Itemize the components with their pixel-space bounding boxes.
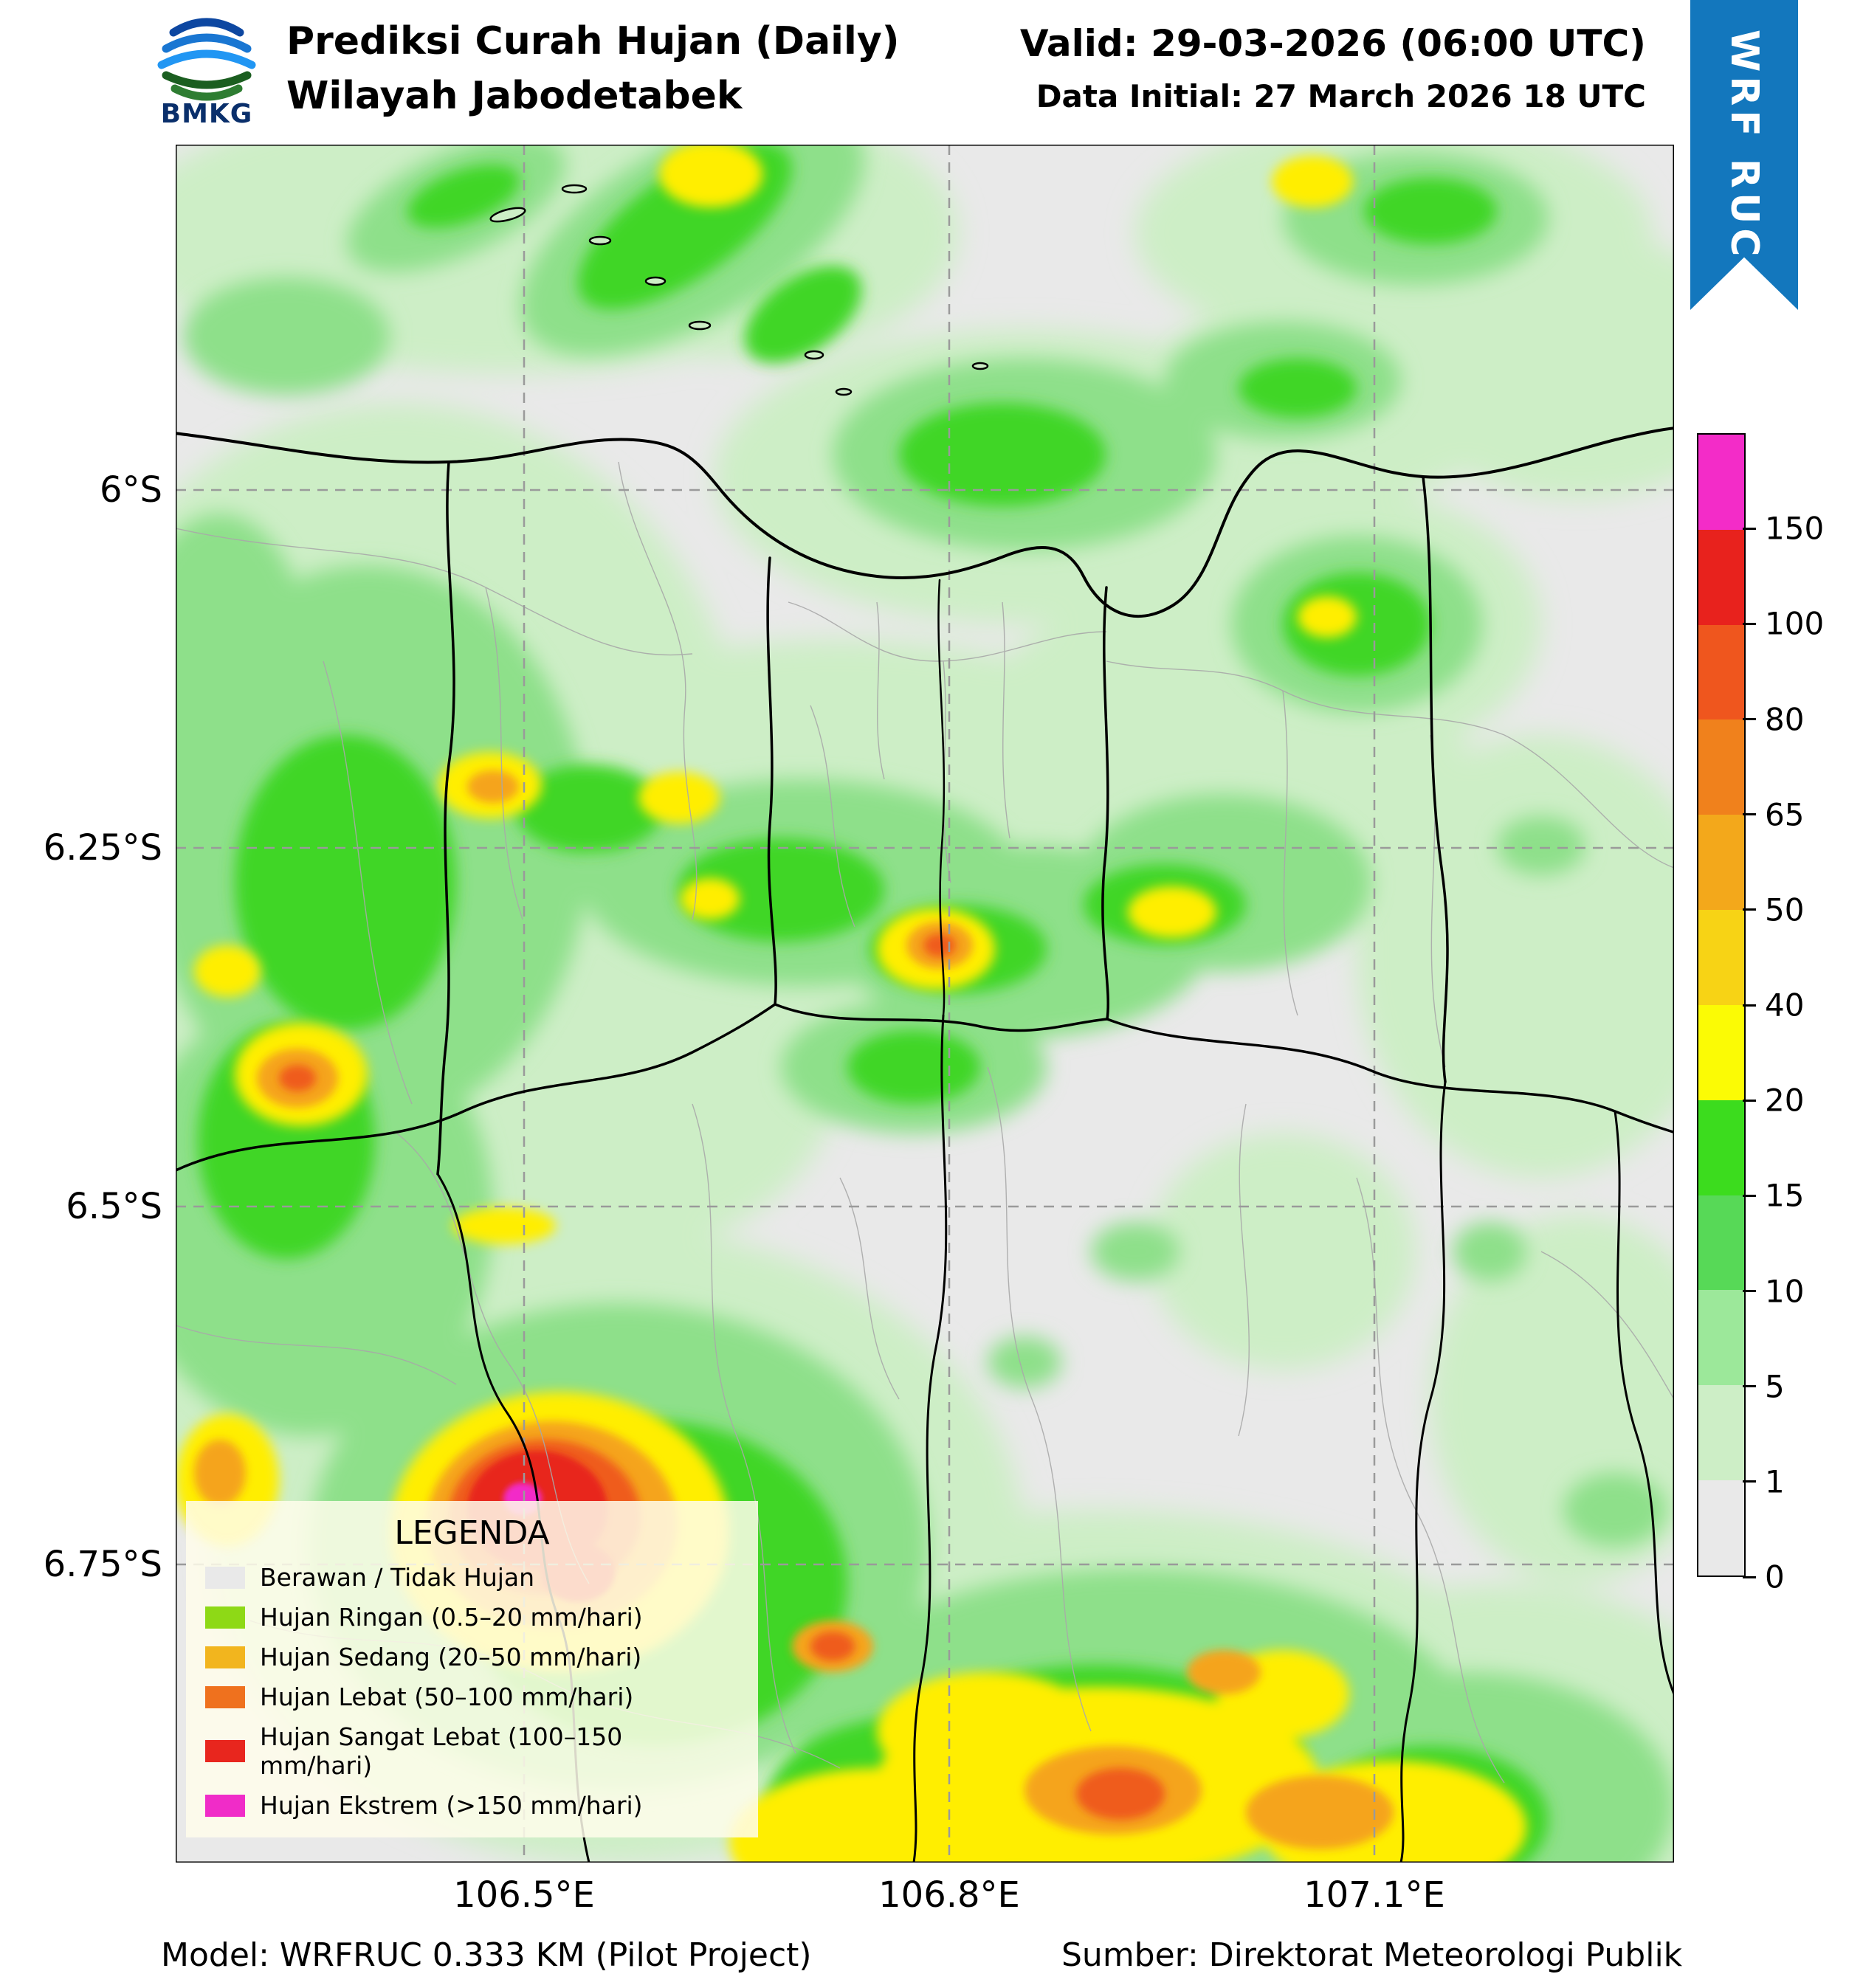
legend-item: Berawan / Tidak Hujan — [205, 1563, 739, 1592]
legend-item: Hujan Ringan (0.5–20 mm/hari) — [205, 1603, 739, 1632]
legend-swatch — [205, 1740, 245, 1762]
colorbar-tick: 65 — [1765, 796, 1805, 833]
colorbar-segment — [1698, 815, 1744, 911]
colorbar-segment — [1698, 910, 1744, 1005]
lon-label: 107.1°E — [1304, 1874, 1445, 1916]
colorbar-segment — [1698, 719, 1744, 815]
colorbar-tick: 80 — [1765, 701, 1805, 737]
data-initial-label: Data Initial: 27 March 2026 18 UTC — [1036, 78, 1646, 114]
page-subtitle: Wilayah Jabodetabek — [286, 74, 743, 118]
model-info: Model: WRFRUC 0.333 KM (Pilot Project) — [161, 1936, 812, 1974]
colorbar: 150 100 80 65 50 40 20 15 10 5 1 0 — [1697, 433, 1824, 1595]
legend-swatch — [205, 1606, 245, 1629]
legend-item: Hujan Ekstrem (>150 mm/hari) — [205, 1791, 739, 1820]
legend-title: LEGENDA — [394, 1514, 550, 1552]
legend-item-label: Berawan / Tidak Hujan — [260, 1563, 535, 1592]
colorbar-tick: 100 — [1765, 605, 1825, 642]
legend-swatch — [205, 1646, 245, 1668]
lat-label: 6.5°S — [66, 1186, 162, 1227]
legend-swatch — [205, 1794, 245, 1817]
colorbar-tick: 15 — [1765, 1177, 1805, 1214]
map-legend: LEGENDA Berawan / Tidak Hujan Hujan Ring… — [186, 1501, 758, 1837]
legend-item-label: Hujan Sangat Lebat (100–150 mm/hari) — [260, 1722, 623, 1780]
ribbon-label: WRF RUC — [1722, 30, 1766, 261]
colorbar-segment — [1698, 1004, 1744, 1100]
legend-swatch — [205, 1566, 245, 1589]
colorbar-segment — [1698, 529, 1744, 625]
rainfall-map-canvas — [176, 145, 1674, 1863]
bmkg-logo-icon — [157, 18, 256, 101]
colorbar-segment — [1698, 1100, 1744, 1195]
colorbar-segment — [1698, 1480, 1744, 1575]
legend-item: Hujan Sangat Lebat (100–150 mm/hari) — [205, 1722, 739, 1780]
legend-item: Hujan Lebat (50–100 mm/hari) — [205, 1682, 739, 1711]
colorbar-tick: 0 — [1765, 1559, 1785, 1595]
legend-swatch — [205, 1685, 245, 1708]
rainfall-map: LEGENDA Berawan / Tidak Hujan Hujan Ring… — [176, 145, 1674, 1863]
legend-item-label: Hujan Ekstrem (>150 mm/hari) — [260, 1791, 643, 1820]
colorbar-segment — [1698, 1290, 1744, 1386]
lon-label: 106.5°E — [453, 1874, 595, 1916]
colorbar-segment — [1698, 1195, 1744, 1291]
colorbar-tick: 150 — [1765, 510, 1825, 547]
colorbar-segment — [1698, 1385, 1744, 1481]
bmkg-logo-label: BMKG — [160, 99, 253, 129]
source-info: Sumber: Direktorat Meteorologi Publik — [1061, 1936, 1683, 1974]
legend-item-label: Hujan Sedang (20–50 mm/hari) — [260, 1643, 642, 1671]
wrf-ruc-ribbon: WRF RUC — [1690, 0, 1798, 310]
colorbar-segment — [1698, 435, 1744, 530]
colorbar-tick: 1 — [1765, 1463, 1785, 1500]
colorbar-tick: 20 — [1765, 1082, 1805, 1119]
lat-label: 6°S — [99, 469, 162, 511]
colorbar-tick: 50 — [1765, 891, 1805, 928]
lat-label: 6.25°S — [43, 827, 162, 869]
colorbar-scale — [1697, 433, 1746, 1577]
legend-item: Hujan Sedang (20–50 mm/hari) — [205, 1643, 739, 1671]
islands — [489, 184, 989, 396]
valid-time-label: Valid: 29-03-2026 (06:00 UTC) — [1019, 22, 1646, 65]
colorbar-tick: 10 — [1765, 1273, 1805, 1309]
colorbar-tick: 5 — [1765, 1368, 1785, 1405]
colorbar-segment — [1698, 624, 1744, 720]
bmkg-logo: BMKG — [148, 7, 266, 129]
coastline — [176, 427, 1674, 618]
colorbar-tick: 40 — [1765, 987, 1805, 1024]
page-title: Prediksi Curah Hujan (Daily) — [286, 19, 900, 63]
lon-label: 106.8°E — [878, 1874, 1020, 1916]
lat-label: 6.75°S — [43, 1544, 162, 1585]
legend-item-label: Hujan Ringan (0.5–20 mm/hari) — [260, 1603, 643, 1632]
legend-item-label: Hujan Lebat (50–100 mm/hari) — [260, 1682, 634, 1711]
